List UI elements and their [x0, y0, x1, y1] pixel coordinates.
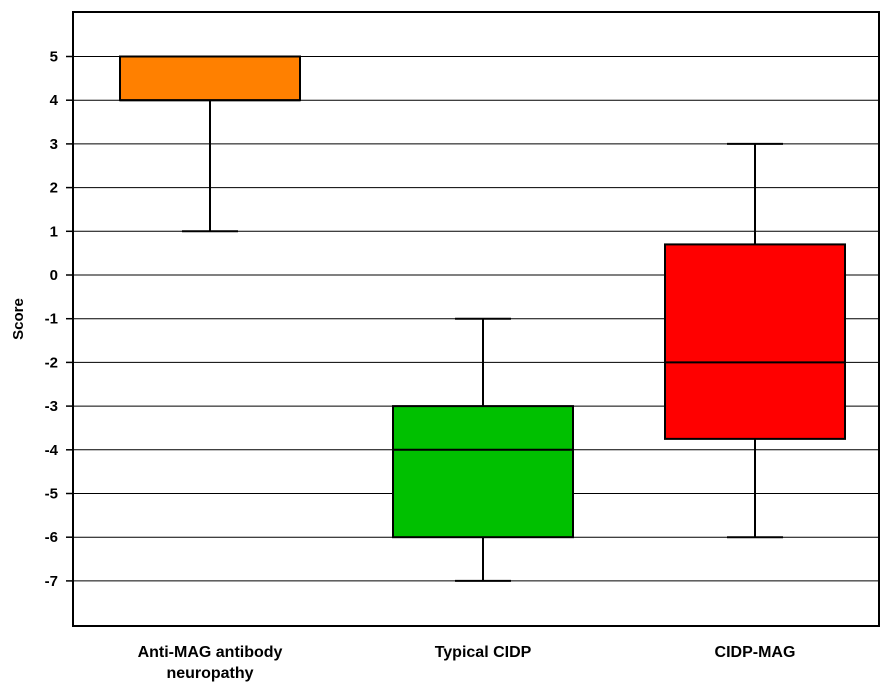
- category-label-line: CIDP-MAG: [715, 644, 796, 661]
- y-tick-label: 1: [50, 223, 58, 240]
- box-group: [392, 317, 574, 582]
- box-group: [119, 55, 301, 233]
- y-tick-label: -4: [45, 442, 59, 459]
- category-label-line: Typical CIDP: [435, 644, 532, 661]
- category-label-line: Anti-MAG antibody: [138, 644, 283, 661]
- y-axis-ticks: 5 4 3 2 1 0 -1 -2 -3 -4 -5 -6 -7: [45, 49, 73, 590]
- box-group: [664, 142, 846, 539]
- y-axis-title: Score: [10, 298, 27, 340]
- y-tick-label: -1: [45, 311, 58, 328]
- y-tick-label: 0: [50, 267, 58, 284]
- y-tick-label: 4: [50, 92, 59, 109]
- boxes: [119, 55, 846, 582]
- iqr-box: [119, 55, 301, 102]
- y-tick-label: -7: [45, 573, 58, 590]
- y-tick-label: 2: [50, 180, 58, 197]
- y-tick-label: 5: [50, 49, 58, 66]
- y-tick-label: -6: [45, 529, 58, 546]
- category-label-line: neuropathy: [166, 665, 253, 682]
- plot-frame: [72, 11, 880, 627]
- y-tick-label: 3: [50, 136, 58, 153]
- iqr-box: [392, 405, 574, 539]
- y-tick-label: -3: [45, 398, 58, 415]
- iqr-box: [664, 243, 846, 440]
- x-category-label: CIDP-MAG: [715, 644, 796, 661]
- x-category-label: Typical CIDP: [435, 644, 532, 661]
- x-category-label: Anti-MAG antibody neuropathy: [138, 644, 283, 682]
- y-tick-label: -2: [45, 354, 58, 371]
- y-tick-label: -5: [45, 486, 58, 503]
- x-axis-category-labels: Anti-MAG antibody neuropathy Typical CIDP C…: [138, 644, 796, 682]
